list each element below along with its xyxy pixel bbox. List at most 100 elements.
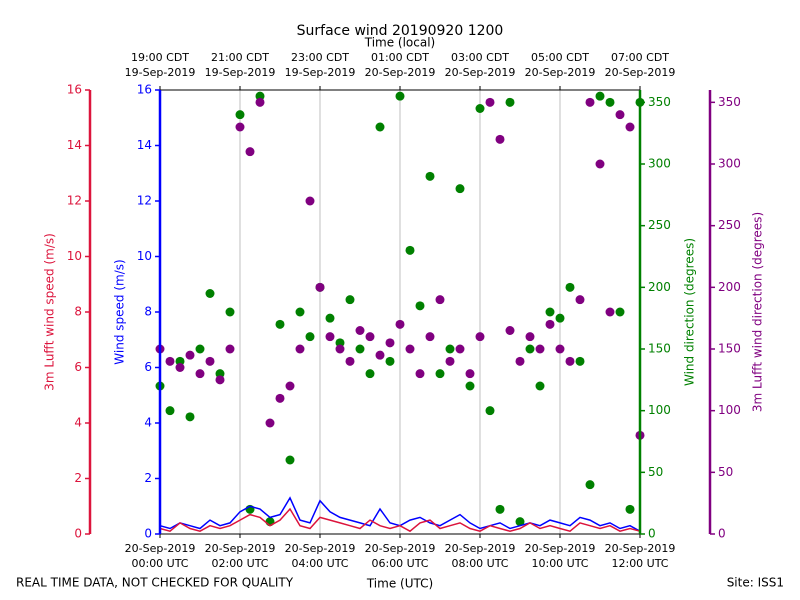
x-tick-label: 20-Sep-2019	[525, 542, 596, 555]
y-tick-label: 6	[144, 360, 152, 374]
data-point	[245, 147, 255, 157]
y-axis-label: Wind direction (degrees)	[683, 238, 697, 386]
y-tick-label: 150	[718, 342, 741, 356]
x-tick-label: 20-Sep-2019	[445, 542, 516, 555]
data-point	[185, 350, 195, 360]
x-tick-label: 04:00 UTC	[291, 557, 348, 570]
data-point	[605, 307, 615, 317]
data-point	[585, 480, 595, 490]
y-tick-label: 100	[718, 403, 741, 417]
y-tick-label: 14	[137, 138, 152, 152]
data-point	[295, 307, 305, 317]
data-point	[575, 356, 585, 366]
y-tick-label: 4	[144, 416, 152, 430]
data-point	[315, 282, 325, 292]
top-x-tick-label: 20-Sep-2019	[525, 66, 596, 79]
y-tick-label: 50	[718, 465, 733, 479]
x-tick-label: 20-Sep-2019	[125, 542, 196, 555]
y-tick-label: 50	[648, 465, 663, 479]
data-point	[265, 418, 275, 428]
y-tick-label: 10	[67, 249, 82, 263]
data-point	[285, 381, 295, 391]
y-tick-label: 200	[718, 280, 741, 294]
y-tick-label: 100	[648, 403, 671, 417]
data-point	[215, 369, 225, 379]
y-tick-label: 350	[648, 95, 671, 109]
y-tick-label: 2	[74, 471, 82, 485]
data-point	[395, 319, 405, 329]
data-point	[605, 97, 615, 107]
series-line	[159, 507, 641, 533]
data-point	[165, 356, 175, 366]
y-tick-label: 0	[74, 527, 82, 541]
data-point	[495, 504, 505, 514]
top-x-tick-label: 07:00 CDT	[611, 51, 669, 64]
data-point	[415, 301, 425, 311]
y-tick-label: 0	[144, 527, 152, 541]
data-point	[295, 344, 305, 354]
y-tick-label: 8	[144, 305, 152, 319]
data-point	[445, 356, 455, 366]
data-point	[335, 338, 345, 348]
x-tick-label: 08:00 UTC	[451, 557, 508, 570]
top-x-tick-label: 21:00 CDT	[211, 51, 269, 64]
top-x-tick-label: 03:00 CDT	[451, 51, 509, 64]
data-point	[565, 282, 575, 292]
site-label: Site: ISS1	[727, 576, 784, 590]
y-tick-label: 250	[718, 218, 741, 232]
y-tick-label: 0	[648, 527, 656, 541]
data-point	[595, 159, 605, 169]
data-point	[305, 196, 315, 206]
y-tick-label: 4	[74, 416, 82, 430]
data-point	[535, 344, 545, 354]
data-point	[455, 344, 465, 354]
top-x-tick-label: 05:00 CDT	[531, 51, 589, 64]
data-point	[625, 122, 635, 132]
x-tick-label: 20-Sep-2019	[205, 542, 276, 555]
data-point	[595, 91, 605, 101]
y-tick-label: 16	[137, 83, 152, 97]
x-tick-label: 20-Sep-2019	[605, 542, 676, 555]
y-tick-label: 2	[144, 471, 152, 485]
top-x-tick-label: 23:00 CDT	[291, 51, 349, 64]
data-point	[525, 332, 535, 342]
data-point	[545, 319, 555, 329]
data-point	[375, 122, 385, 132]
data-point	[225, 344, 235, 354]
data-point	[475, 332, 485, 342]
y-tick-label: 12	[137, 194, 152, 208]
data-point	[435, 369, 445, 379]
data-point	[235, 110, 245, 120]
data-point	[345, 295, 355, 305]
data-point	[425, 332, 435, 342]
y-tick-label: 300	[718, 157, 741, 171]
top-x-tick-label: 01:00 CDT	[371, 51, 429, 64]
top-x-axis-label: Time (local)	[364, 36, 436, 50]
data-point	[365, 332, 375, 342]
data-point	[325, 332, 335, 342]
y-tick-label: 250	[648, 218, 671, 232]
data-point	[255, 97, 265, 107]
data-point	[195, 344, 205, 354]
data-point	[415, 369, 425, 379]
data-point	[175, 363, 185, 372]
data-point	[495, 134, 505, 144]
data-point	[395, 91, 405, 101]
data-point	[445, 344, 455, 354]
data-point	[505, 97, 515, 107]
data-point	[405, 344, 415, 354]
data-point	[275, 319, 285, 329]
data-point	[175, 356, 185, 366]
x-tick-label: 10:00 UTC	[531, 557, 588, 570]
data-point	[425, 171, 435, 181]
data-point	[375, 350, 385, 360]
y-axis-label: Wind speed (m/s)	[113, 259, 127, 364]
y-tick-label: 12	[67, 194, 82, 208]
footer-note: REAL TIME DATA, NOT CHECKED FOR QUALITY	[16, 576, 294, 590]
chart-title: Surface wind 20190920 1200	[297, 23, 504, 39]
top-x-tick-label: 20-Sep-2019	[605, 66, 676, 79]
data-point	[435, 295, 445, 305]
data-point	[515, 356, 525, 366]
y-tick-label: 150	[648, 342, 671, 356]
